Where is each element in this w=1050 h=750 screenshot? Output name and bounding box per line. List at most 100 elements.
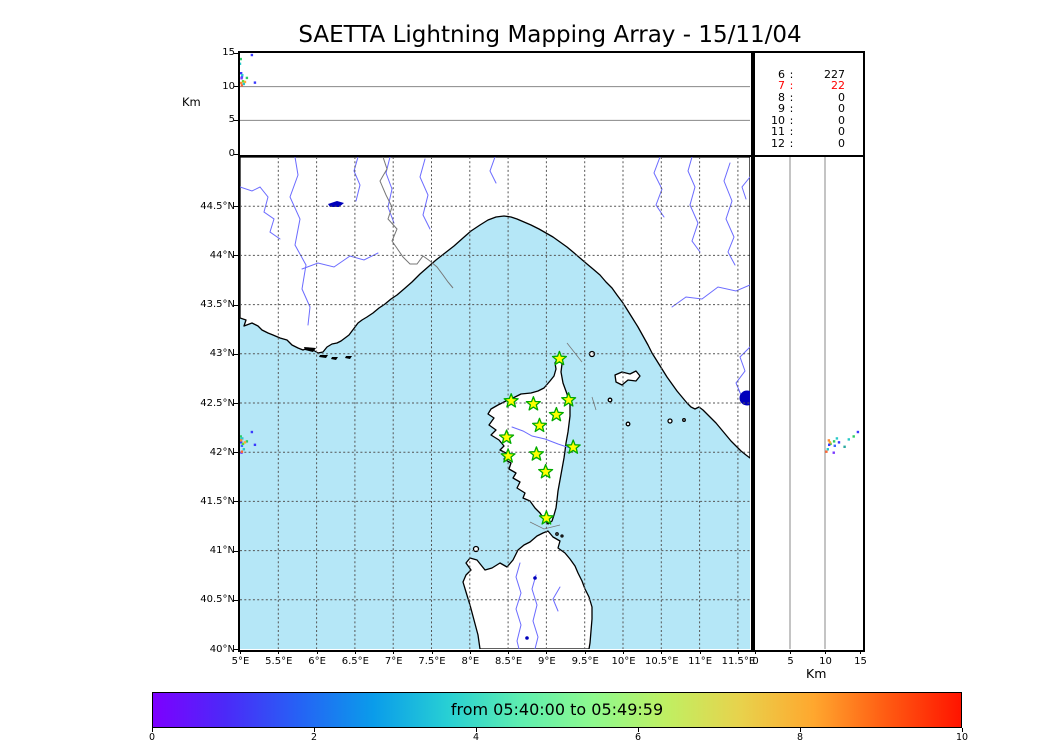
lon-tick-label: 7.5°E: [418, 656, 446, 667]
stats-row: 8: 0: [761, 92, 863, 104]
lightning-source-dot: [828, 443, 831, 447]
stats-station-count: 11: [771, 125, 785, 139]
lightning-source-dot: [847, 438, 850, 441]
stats-row: 7: 22: [761, 80, 863, 92]
lon-tick-label: 10.5°E: [645, 656, 679, 667]
stats-row: 12: 0: [761, 138, 863, 150]
lightning-source-dot: [827, 439, 831, 442]
lon-tick-label: 9.5°E: [571, 656, 599, 667]
lat-tick-label: 40.5°N: [200, 594, 235, 606]
lightning-source-dot: [243, 441, 247, 444]
colorbar-tick: [313, 728, 315, 732]
lat-tick-label: 43°N: [209, 348, 235, 360]
lat-tick-label: 41°N: [209, 545, 235, 557]
right-xtick: [825, 650, 826, 654]
lon-tick: [584, 650, 586, 654]
lat-tick-label: 40°N: [209, 643, 235, 655]
right-panel-plot: [789, 157, 860, 649]
lon-tick-label: 10°E: [611, 656, 636, 667]
lon-tick: [354, 650, 356, 654]
stats-colon: :: [789, 90, 794, 104]
lat-tick: [234, 501, 238, 503]
lon-tick-label: 11°E: [688, 656, 713, 667]
right-xtick: [790, 650, 791, 654]
station-star: [498, 429, 515, 444]
land-mainland-france-italy: [240, 157, 750, 459]
lon-tick: [699, 650, 701, 654]
lon-tick-label: 6.5°E: [341, 656, 369, 667]
time-colorbar: from 05:40:00 to 05:49:59: [152, 692, 962, 728]
lon-tick: [469, 650, 471, 654]
land-corsica: [487, 357, 571, 525]
alt-ytick-label: 10: [222, 80, 235, 92]
lake-sardinia-2: [525, 636, 529, 640]
station-star: [561, 392, 577, 407]
colorbar-tick-label: 0: [148, 732, 156, 743]
stats-station-count: 10: [771, 113, 785, 127]
lat-tick: [234, 353, 238, 355]
lon-tick: [623, 650, 624, 654]
lightning-source-dot: [832, 451, 835, 454]
station-star: [500, 448, 516, 463]
stats-row: 11: 0: [761, 126, 863, 138]
lightning-source-dot: [240, 76, 243, 79]
lightning-source-dot: [240, 441, 243, 444]
colorbar-tick: [799, 728, 801, 732]
station-star: [551, 350, 568, 366]
lightning-source-dot: [250, 430, 254, 434]
stats-colon: :: [789, 113, 794, 127]
lon-tick-label: 5°E: [231, 656, 250, 667]
colorbar-tick: [475, 728, 477, 732]
stats-colon: :: [789, 102, 794, 116]
colorbar-tick: [961, 728, 963, 732]
lightning-source-dot: [240, 450, 244, 453]
lon-tick: [278, 650, 280, 654]
rivers: [240, 157, 750, 649]
island-giannutri: [682, 418, 686, 422]
stats-source-count: 0: [838, 90, 845, 104]
lightning-source-dot: [240, 444, 244, 448]
altitude-panel-plot: [240, 53, 750, 121]
alt-ytick-label: 0: [228, 148, 235, 159]
lat-tick: [234, 304, 238, 306]
lakes: [328, 201, 750, 640]
lightning-source-dot: [825, 450, 828, 453]
island-maddalena: [555, 532, 559, 536]
stats-colon: :: [789, 125, 794, 139]
stats-source-count: 22: [831, 79, 845, 93]
lightning-source-dot: [240, 62, 242, 65]
map-plot: [240, 157, 750, 649]
lon-tick-label: 11.5°E: [721, 656, 756, 667]
island-elba: [614, 370, 641, 386]
lightning-source-dot: [241, 437, 244, 440]
alt-ytick: [234, 153, 238, 155]
station-star: [503, 393, 519, 408]
lat-tick: [234, 255, 238, 257]
lon-tick-label: 8.5°E: [494, 656, 523, 667]
alt-ytick-label: 5: [228, 114, 235, 126]
lon-tick-label: 6°E: [308, 656, 326, 667]
lat-tick-label: 42°N: [209, 446, 235, 458]
lat-tick: [234, 599, 238, 601]
lon-tick: [431, 650, 433, 654]
stats-source-count: 227: [824, 67, 845, 81]
stats-station-count: 6: [778, 67, 785, 81]
stats-source-count: 0: [838, 113, 845, 127]
lightning-source-dot: [835, 437, 839, 440]
stats-colon: :: [789, 67, 794, 81]
lon-tick: [508, 650, 510, 654]
stats-source-count: 0: [838, 125, 845, 139]
page-title: SAETTA Lightning Mapping Array - 15/11/0…: [298, 22, 802, 48]
station-star: [525, 396, 541, 411]
station-star: [548, 406, 564, 422]
station-star: [538, 510, 554, 525]
colorbar-tick-label: 10: [955, 732, 969, 743]
lightning-source-dot: [242, 82, 246, 85]
right-xtick-label: 10: [819, 656, 832, 667]
lon-tick: [316, 650, 318, 654]
lightning-source-dot: [241, 79, 245, 82]
lightning-source-dot: [253, 443, 257, 447]
island-maddalena-2: [560, 534, 564, 538]
lightning-source-dot: [240, 57, 242, 60]
